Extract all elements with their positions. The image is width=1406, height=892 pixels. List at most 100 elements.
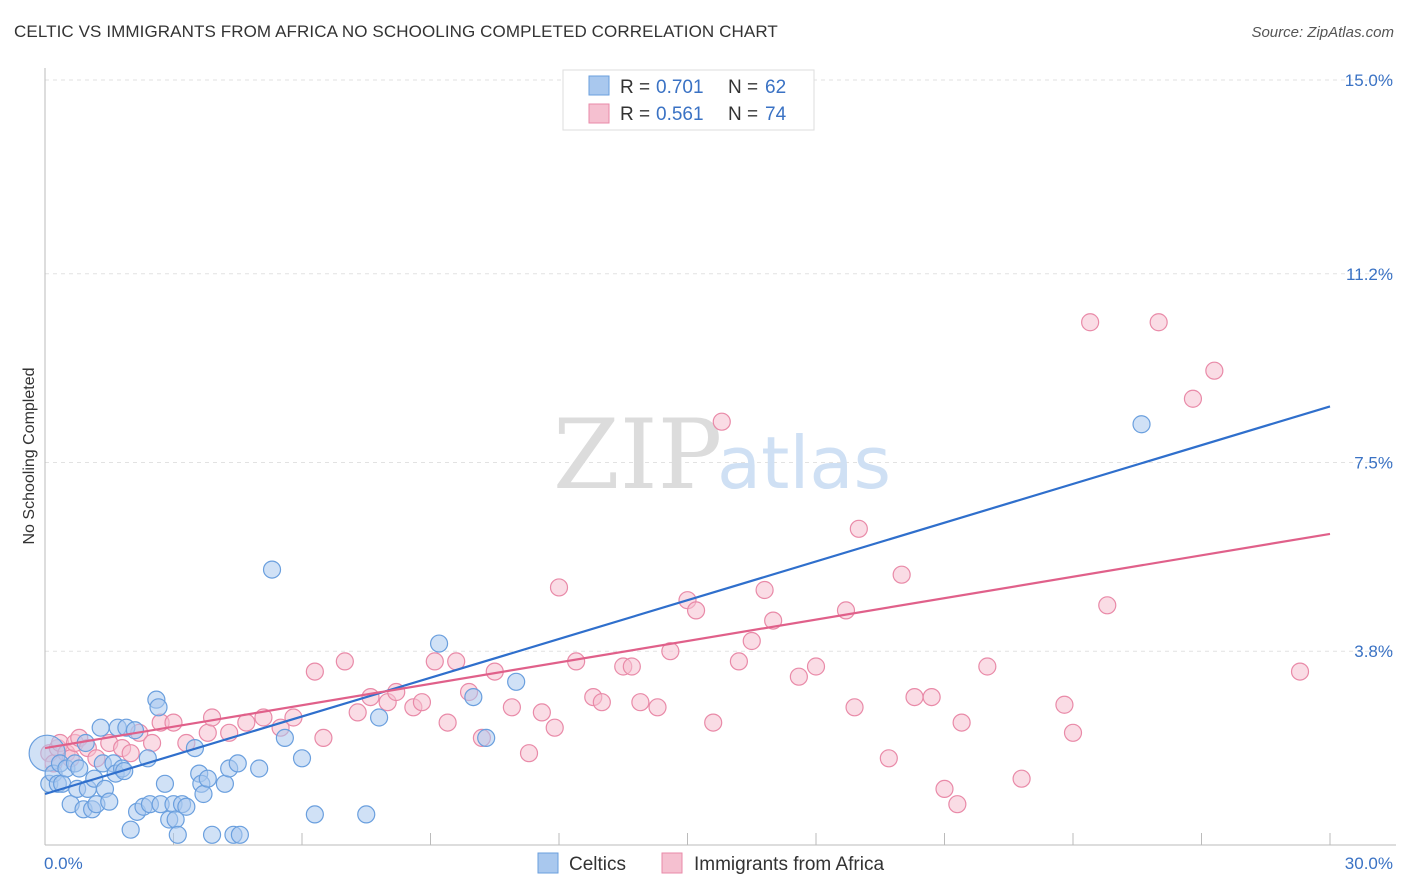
scatter-point <box>357 805 376 824</box>
scatter-point <box>789 667 808 686</box>
scatter-point <box>91 718 110 737</box>
scatter-point <box>742 631 761 651</box>
scatter-point <box>519 744 539 763</box>
scatter-point <box>194 784 213 804</box>
scatter-point <box>648 698 667 717</box>
scatter-point <box>549 578 569 597</box>
legend-n-value-celtics: 62 <box>765 77 786 98</box>
legend-r-value-africa: 0.561 <box>656 104 704 125</box>
scatter-point <box>892 565 911 584</box>
scatter-point <box>502 698 521 717</box>
scatter-point <box>142 733 162 753</box>
bottom-legend-label-celtics: Celtics <box>569 854 626 875</box>
scatter-point <box>149 698 168 717</box>
scatter-point <box>948 795 967 814</box>
scatter-point <box>177 797 196 816</box>
scatter-point <box>1290 662 1310 681</box>
y-axis-label: No Schooling Completed <box>21 368 38 545</box>
legend-n-label-africa: N = <box>728 104 758 125</box>
scatter-point <box>477 728 496 748</box>
x-tick-marks <box>44 833 1331 845</box>
scatter-point <box>305 805 324 824</box>
scatter-point <box>202 708 222 727</box>
scatter-point <box>712 412 731 431</box>
legend-swatch-africa <box>588 103 610 124</box>
scatter-point <box>764 611 783 630</box>
scatter-point <box>250 759 269 778</box>
scatter-point <box>464 687 483 707</box>
bottom-legend-swatch-celtics <box>537 852 559 874</box>
scatter-point <box>292 749 312 768</box>
legend-r-value-celtics: 0.701 <box>656 77 704 98</box>
scatter-point <box>370 708 389 727</box>
watermark-zip: ZIP <box>553 399 722 511</box>
x-tick-label-min: 0.0% <box>44 854 83 873</box>
scatter-point <box>592 693 611 712</box>
gridlines <box>45 79 1396 652</box>
chart-title: CELTIC VS IMMIGRANTS FROM AFRICA NO SCHO… <box>14 22 778 41</box>
scatter-point <box>686 601 706 620</box>
scatter-point <box>348 703 367 722</box>
scatter-point <box>849 519 868 538</box>
scatter-point <box>198 723 217 742</box>
scatter-point <box>622 657 641 676</box>
bottom-legend-label-africa: Immigrants from Africa <box>694 854 884 875</box>
scatter-point <box>704 713 723 732</box>
scatter-point <box>70 759 89 778</box>
scatter-point <box>314 728 333 748</box>
scatter-point <box>100 792 119 811</box>
scatter-point <box>532 703 551 722</box>
scatter-point <box>198 769 217 788</box>
scatter-point <box>425 652 444 671</box>
scatter-point <box>121 820 140 839</box>
legend-r-label-celtics: R = <box>620 77 650 98</box>
scatter-point <box>228 754 247 773</box>
legend-r-label-africa: R = <box>620 104 650 125</box>
scatter-point <box>952 713 971 732</box>
scatter-point <box>438 713 457 732</box>
watermark-atlas: atlas <box>717 421 891 505</box>
scatter-point <box>262 560 282 579</box>
legend-swatch-celtics <box>588 75 610 96</box>
source-credit: Source: ZipAtlas.com <box>1251 24 1394 41</box>
scatter-point <box>215 774 234 793</box>
scatter-point <box>168 825 187 844</box>
scatter-point <box>275 728 294 748</box>
scatter-point <box>661 642 680 661</box>
scatter-point <box>507 672 526 691</box>
legend-n-label-celtics: N = <box>728 77 758 98</box>
scatter-point <box>1132 415 1151 434</box>
scatter-point <box>305 662 324 681</box>
scatter-point <box>429 634 449 653</box>
scatter-point <box>121 744 140 763</box>
scatter-point <box>806 657 826 676</box>
bottom-legend-swatch-africa <box>661 852 683 874</box>
scatter-point <box>905 687 924 707</box>
scatter-point <box>237 713 256 732</box>
legend-n-value-africa: 74 <box>765 104 787 125</box>
scatter-point <box>631 693 650 712</box>
scatter-point <box>335 652 354 671</box>
trend-lines <box>44 405 1331 796</box>
scatter-point <box>1081 313 1100 332</box>
scatter-point <box>935 779 954 799</box>
scatter-point <box>978 657 997 676</box>
scatter-point <box>155 774 175 793</box>
scatter-point <box>1205 361 1224 380</box>
scatter-point <box>1012 769 1031 788</box>
scatter-point <box>202 825 222 844</box>
scatter-point <box>1063 723 1083 742</box>
scatter-point <box>755 580 774 600</box>
y-tick-labels: 3.8% 7.5% 11.2% 15.0% <box>1345 71 1393 661</box>
trend-line <box>44 532 1331 750</box>
scatter-point <box>412 693 432 712</box>
scatter-point <box>545 718 564 737</box>
scatter-point <box>879 749 898 768</box>
scatter-point <box>845 698 864 717</box>
y-tick-label: 15.0% <box>1345 71 1393 90</box>
axes <box>44 68 1396 846</box>
y-tick-label: 11.2% <box>1346 265 1393 284</box>
trend-line <box>44 405 1331 796</box>
x-tick-label-max: 30.0% <box>1345 854 1393 873</box>
